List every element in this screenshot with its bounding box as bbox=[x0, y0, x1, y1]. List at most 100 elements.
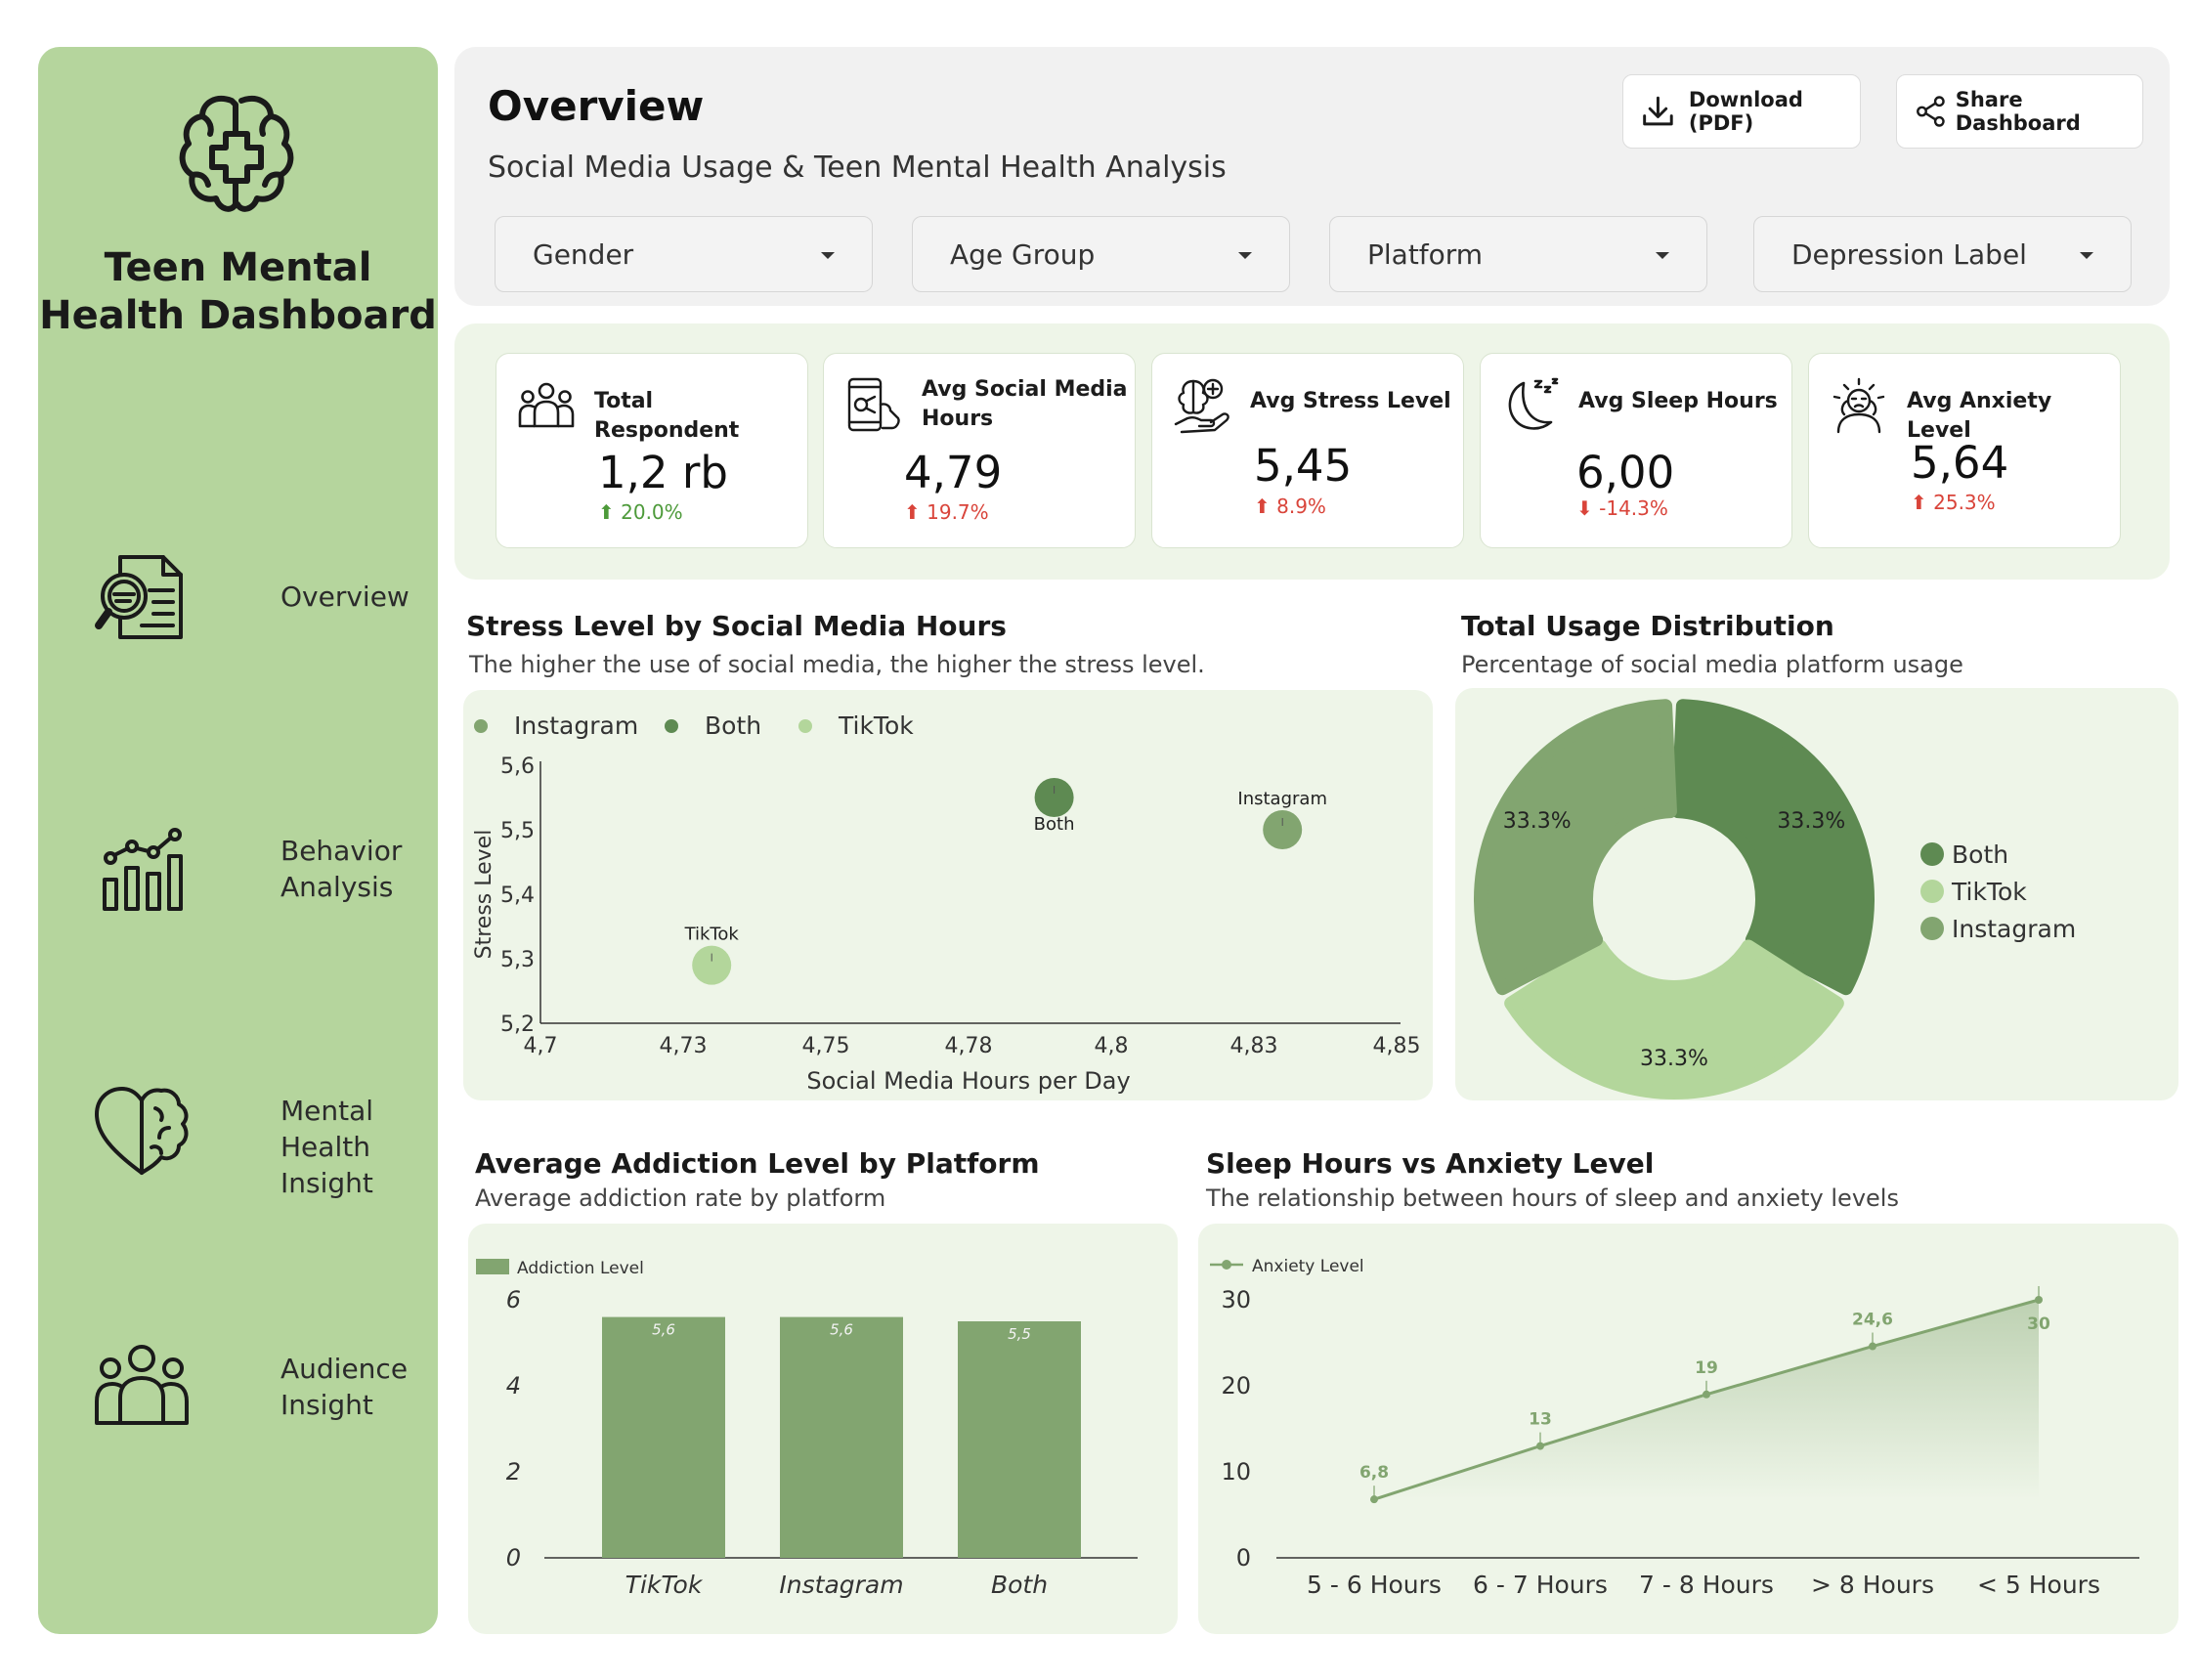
x-tick-label: > 8 Hours bbox=[1811, 1571, 1934, 1599]
line-point bbox=[1370, 1495, 1378, 1504]
x-tick-label: 7 - 8 Hours bbox=[1639, 1571, 1774, 1599]
kpi-label: Avg Anxiety Level bbox=[1907, 389, 2052, 443]
x-tick-label: < 5 Hours bbox=[1977, 1571, 2100, 1599]
nav-label: Mental Health Insight bbox=[280, 1095, 374, 1199]
legend-swatch bbox=[1920, 880, 1944, 903]
depression-label-filter-dropdown[interactable]: Depression Label bbox=[1753, 216, 2132, 292]
kpi-card-avg-sleep-hours: Avg Sleep Hours 6,00 ⬇ -14.3% bbox=[1480, 353, 1792, 548]
slice-label: 33.3% bbox=[1777, 809, 1845, 834]
y-tick-label: 2 bbox=[506, 1458, 521, 1486]
kpi-card-avg-stress-level: Avg Stress Level 5,45 ⬆ 8.9% bbox=[1151, 353, 1464, 548]
share-icon bbox=[1917, 96, 1945, 127]
legend-label: Instagram bbox=[514, 711, 638, 740]
x-tick-label: 4,73 bbox=[660, 1034, 708, 1058]
y-tick-label: 5,5 bbox=[500, 819, 535, 843]
nav-item-behavior-analysis[interactable]: Behavior Analysis bbox=[93, 819, 425, 926]
sleep-chart-title: Sleep Hours vs Anxiety Level bbox=[1206, 1147, 1655, 1180]
x-tick-label: 4,78 bbox=[945, 1034, 993, 1058]
stress-chart-subtitle: The higher the use of social media, the … bbox=[469, 651, 1205, 678]
legend-label: Both bbox=[1952, 840, 2008, 869]
arrow-up-icon: ⬆ bbox=[904, 500, 921, 524]
kpi-delta: ⬆ 20.0% bbox=[598, 500, 683, 524]
y-tick-label: 5,2 bbox=[500, 1012, 535, 1037]
y-axis-label: Stress Level bbox=[472, 830, 496, 960]
stress-chart-panel: 5,2 5,3 5,4 5,5 5,6 4,7 4,73 4,75 4,78 4,8 4,83 4,8… bbox=[463, 690, 1433, 1100]
y-tick-label: 30 bbox=[1221, 1286, 1251, 1314]
legend-label: TikTok bbox=[838, 711, 914, 740]
people-icon bbox=[518, 382, 575, 428]
kpi-delta: ⬇ -14.3% bbox=[1576, 496, 1668, 520]
y-tick-label: 0 bbox=[1236, 1544, 1251, 1572]
stress-chart-title: Stress Level by Social Media Hours bbox=[466, 610, 1007, 642]
stress-scatter-chart: 5,2 5,3 5,4 5,5 5,6 4,7 4,73 4,75 4,78 4,8 4,83 4,8… bbox=[472, 711, 1421, 1095]
donut-slice bbox=[1504, 939, 1844, 1099]
page-subtitle: Social Media Usage & Teen Mental Health … bbox=[488, 151, 1227, 185]
legend-swatch bbox=[798, 719, 812, 733]
document-search-icon bbox=[95, 555, 183, 639]
x-tick-label: 4,75 bbox=[802, 1034, 850, 1058]
legend-swatch bbox=[1920, 842, 1944, 866]
kpi-value: 4,79 bbox=[904, 447, 1003, 498]
bar-chart-icon bbox=[103, 828, 183, 911]
x-tick-label: Both bbox=[991, 1571, 1048, 1599]
nav-label: Behavior Analysis bbox=[280, 835, 403, 903]
legend-label: Instagram bbox=[1952, 915, 2076, 943]
header: Overview Social Media Usage & Teen Menta… bbox=[454, 47, 2170, 306]
kpi-value: 5,45 bbox=[1254, 440, 1353, 492]
bar bbox=[958, 1321, 1081, 1558]
nav-label: Audience Insight bbox=[280, 1353, 409, 1421]
kpi-label: Total Respondent bbox=[594, 389, 740, 443]
x-tick-label: 4,85 bbox=[1373, 1034, 1421, 1058]
y-tick-label: 5,4 bbox=[500, 883, 535, 908]
kpi-card-avg-anxiety-level: Avg Anxiety Level 5,64 ⬆ 25.3% bbox=[1808, 353, 2121, 548]
nav-item-overview[interactable]: Overview bbox=[93, 547, 425, 655]
bar-value-label: 5,6 bbox=[652, 1321, 675, 1339]
phone-hand-icon bbox=[847, 377, 900, 432]
bar bbox=[602, 1316, 725, 1558]
platform-filter-dropdown[interactable]: Platform bbox=[1329, 216, 1707, 292]
scatter-point bbox=[1034, 778, 1074, 817]
point-label: Instagram bbox=[1237, 789, 1327, 809]
legend-swatch-dot bbox=[1222, 1260, 1231, 1270]
addiction-chart-subtitle: Average addiction rate by platform bbox=[475, 1185, 886, 1212]
gender-filter-dropdown[interactable]: Gender bbox=[495, 216, 873, 292]
y-tick-label: 10 bbox=[1221, 1458, 1251, 1486]
download-icon bbox=[1643, 96, 1673, 126]
anxious-person-icon bbox=[1832, 377, 1885, 434]
download-pdf-button[interactable]: Download (PDF) bbox=[1622, 74, 1861, 149]
addiction-chart-title: Average Addiction Level by Platform bbox=[475, 1147, 1040, 1180]
y-tick-label: 5,6 bbox=[500, 754, 535, 779]
age-group-filter-dropdown[interactable]: Age Group bbox=[912, 216, 1290, 292]
donut-slice bbox=[1671, 699, 1875, 996]
kpi-card-total-respondent: Total Respondent 1,2 rb ⬆ 20.0% bbox=[496, 353, 808, 548]
nav-item-mental-health-insight[interactable]: Mental Health Insight bbox=[93, 1079, 425, 1199]
nav-item-audience-insight[interactable]: Audience Insight bbox=[93, 1337, 425, 1444]
heart-brain-icon bbox=[95, 1087, 189, 1175]
y-tick-label: 5,3 bbox=[500, 948, 535, 972]
y-tick-label: 20 bbox=[1221, 1372, 1251, 1400]
sleep-line-chart: Anxiety Level 0 10 20 30 6,8 5 - 6 Hours 13 6 - … bbox=[1210, 1257, 2139, 1599]
point-value-label: 6,8 bbox=[1359, 1463, 1389, 1483]
kpi-value: 6,00 bbox=[1576, 447, 1675, 498]
scatter-point bbox=[1263, 810, 1303, 849]
kpi-value: 1,2 rb bbox=[598, 447, 728, 498]
caret-down-icon bbox=[2080, 252, 2093, 259]
point-value-label: 30 bbox=[2027, 1314, 2050, 1334]
usage-chart-panel: 33.3% 33.3% 33.3% Both TikTok Instagram bbox=[1455, 688, 2178, 1100]
arrow-up-icon: ⬆ bbox=[1254, 495, 1271, 518]
x-tick-label: TikTok bbox=[625, 1571, 704, 1599]
share-dashboard-button[interactable]: Share Dashboard bbox=[1896, 74, 2143, 149]
legend-swatch bbox=[665, 719, 678, 733]
arrow-down-icon: ⬇ bbox=[1576, 496, 1593, 520]
kpi-delta: ⬆ 8.9% bbox=[1254, 495, 1326, 518]
caret-down-icon bbox=[1656, 252, 1669, 259]
point-label: Both bbox=[1034, 814, 1075, 835]
x-axis-label: Social Media Hours per Day bbox=[806, 1067, 1130, 1095]
x-tick-label: 5 - 6 Hours bbox=[1307, 1571, 1442, 1599]
y-tick-label: 6 bbox=[506, 1286, 521, 1314]
bar bbox=[780, 1316, 903, 1558]
usage-chart-subtitle: Percentage of social media platform usag… bbox=[1461, 651, 1963, 678]
x-tick-label: 6 - 7 Hours bbox=[1473, 1571, 1608, 1599]
donut-slice bbox=[1474, 699, 1677, 996]
x-tick-label: 4,8 bbox=[1095, 1034, 1129, 1058]
